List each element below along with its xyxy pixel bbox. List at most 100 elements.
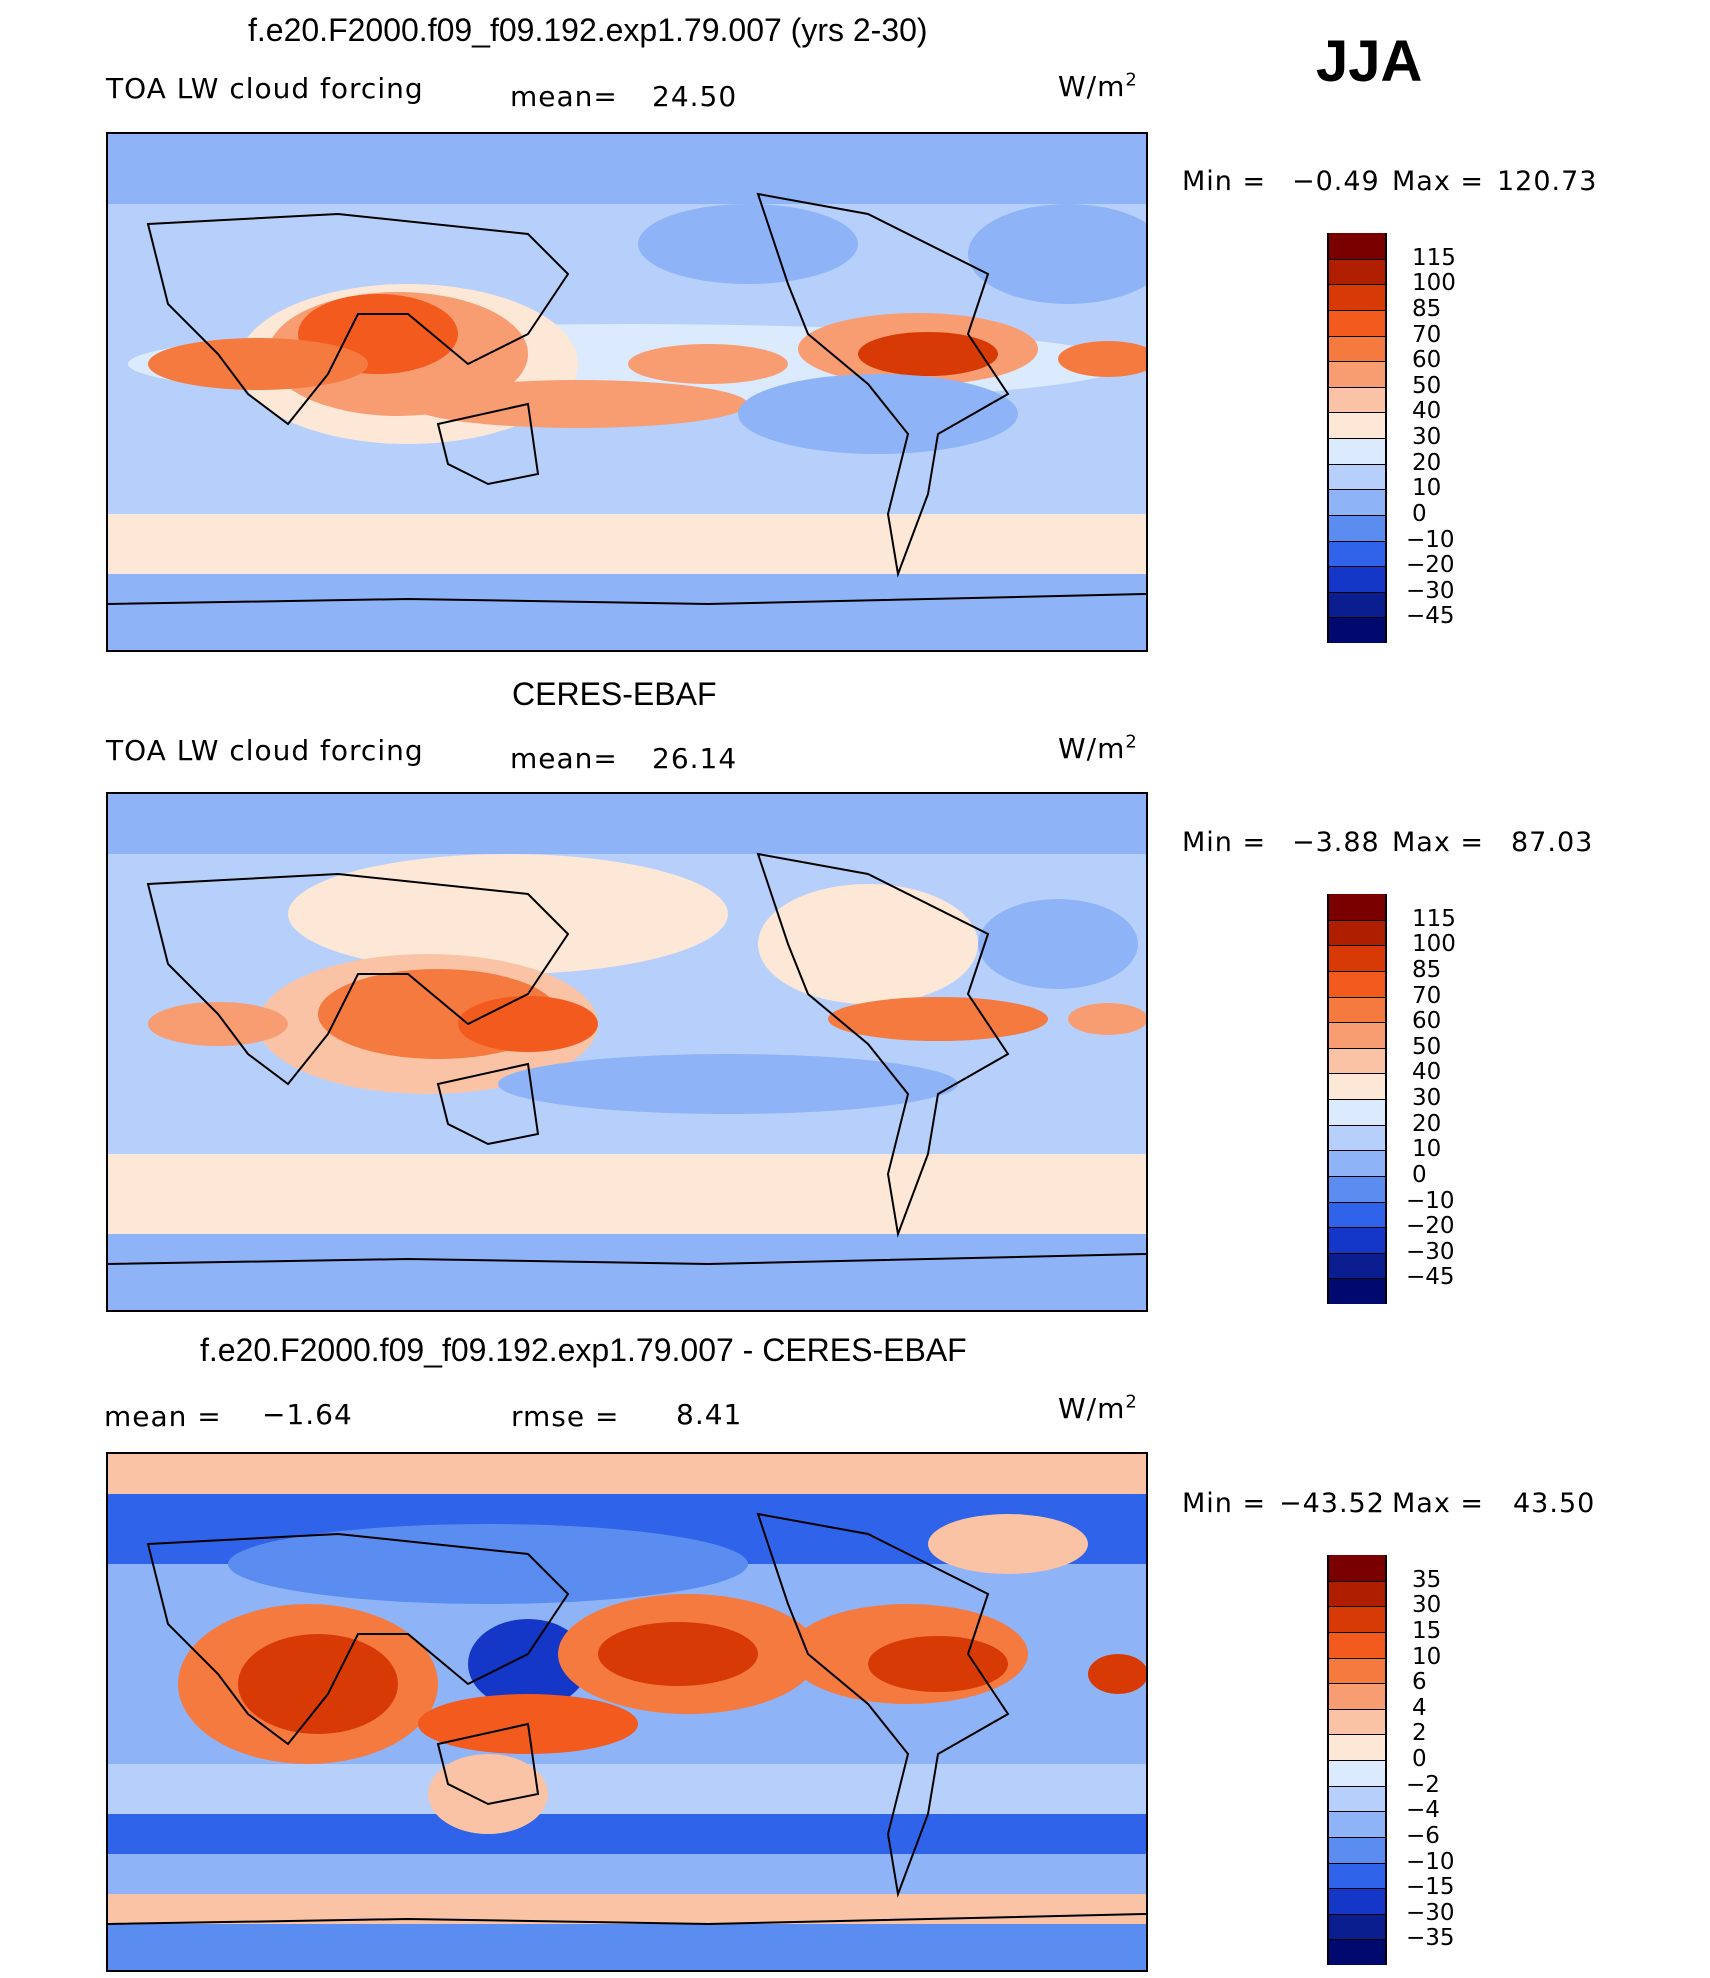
panel-2-map — [106, 792, 1148, 1312]
colorbar-tick-label: 85 — [1412, 295, 1442, 322]
colorbar-box — [1327, 361, 1387, 387]
colorbar-box — [1327, 1708, 1387, 1735]
colorbar-tick-label: 35 — [1412, 1566, 1442, 1593]
colorbar-box — [1327, 1888, 1387, 1914]
panel-1-max-label: Max = — [1392, 166, 1485, 197]
colorbar-tick-label: 85 — [1412, 956, 1442, 983]
colorbar-box — [1327, 1836, 1387, 1863]
panel-3-rmse-value: 8.41 — [676, 1398, 743, 1431]
colorbar-box — [1327, 1785, 1387, 1812]
colorbar-box — [1327, 233, 1387, 259]
panel-2-mean-label: mean= — [510, 742, 618, 775]
colorbar-box — [1327, 1760, 1387, 1786]
colorbar-box — [1327, 284, 1387, 310]
panel-1-max-value: 120.73 — [1497, 166, 1598, 197]
panel-3-min-label: Min = — [1182, 1488, 1267, 1519]
panel-1-title: f.e20.F2000.f09_f09.192.exp1.79.007 (yrs… — [248, 12, 928, 48]
panel-1-map-field — [108, 134, 1146, 650]
colorbar-box — [1327, 514, 1387, 541]
colorbar-tick-label: 30 — [1412, 424, 1442, 450]
colorbar-tick-label: −20 — [1406, 552, 1455, 579]
colorbar-box — [1327, 996, 1387, 1023]
colorbar-tick-label: −6 — [1406, 1822, 1440, 1849]
colorbar-tick-label: −35 — [1406, 1925, 1455, 1952]
colorbar-tick-label: 20 — [1412, 1110, 1442, 1137]
colorbar-box — [1327, 463, 1387, 490]
colorbar-tick-label: 30 — [1412, 1592, 1442, 1619]
panel-2-variable-label: TOA LW cloud forcing — [106, 734, 424, 767]
colorbar-tick-label: −20 — [1406, 1213, 1455, 1240]
colorbar-box — [1327, 1124, 1387, 1151]
colorbar-box — [1327, 489, 1387, 515]
panel-3-min-value: −43.52 — [1279, 1488, 1385, 1519]
season-label: JJA — [1316, 29, 1423, 94]
colorbar-tick-label: 70 — [1412, 982, 1442, 1009]
colorbar-tick-label: 20 — [1412, 449, 1442, 476]
colorbar-box — [1327, 1913, 1387, 1940]
panel-3-map-field — [108, 1454, 1146, 1970]
colorbar-tick-label: 50 — [1412, 1033, 1442, 1060]
panel-3-map — [106, 1452, 1148, 1972]
colorbar-tick-label: 6 — [1412, 1669, 1427, 1696]
panel-2-max-value: 87.03 — [1511, 827, 1594, 858]
colorbar-tick-label: −10 — [1406, 1187, 1455, 1214]
colorbar-tick-label: −45 — [1406, 603, 1455, 630]
panel-1-min-value: −0.49 — [1292, 166, 1380, 197]
panel-1-mean-value: 24.50 — [652, 80, 738, 113]
colorbar-box — [1327, 1683, 1387, 1709]
colorbar-box — [1327, 1811, 1387, 1837]
colorbar-tick-label: 0 — [1412, 1746, 1427, 1772]
colorbar-tick-label: −30 — [1406, 1238, 1455, 1265]
colorbar-box — [1327, 1047, 1387, 1074]
colorbar-box — [1327, 970, 1387, 997]
panel-1-min-label: Min = — [1182, 166, 1267, 197]
colorbar-tick-label: 10 — [1412, 475, 1442, 502]
colorbar-tick-label: −2 — [1406, 1771, 1440, 1798]
colorbar-box — [1327, 412, 1387, 438]
panel-2-mean-value: 26.14 — [652, 742, 738, 775]
colorbar-tick-label: 115 — [1412, 905, 1456, 932]
panel-2-min-value: −3.88 — [1292, 827, 1380, 858]
panel-3-mean-value: −1.64 — [262, 1398, 353, 1431]
panel-3-rmse-label: rmse = — [511, 1400, 620, 1433]
panel-3-max-value: 43.50 — [1513, 1488, 1596, 1519]
colorbar-box — [1327, 919, 1387, 946]
panel-1-units: W/m2 — [1058, 69, 1138, 103]
panel-2-colorbar — [1327, 894, 1387, 1304]
colorbar-tick-label: −15 — [1406, 1874, 1455, 1901]
panel-2-title: CERES-EBAF — [512, 676, 717, 712]
colorbar-tick-label: 0 — [1412, 1161, 1427, 1188]
colorbar-tick-label: 60 — [1412, 1008, 1442, 1035]
panel-3-mean-label: mean = — [104, 1400, 222, 1433]
colorbar-box — [1327, 1631, 1387, 1658]
colorbar-box — [1327, 617, 1387, 643]
colorbar-box — [1327, 894, 1387, 920]
colorbar-box — [1327, 309, 1387, 336]
colorbar-tick-label: 4 — [1412, 1694, 1427, 1721]
colorbar-box — [1327, 1862, 1387, 1889]
colorbar-tick-label: 60 — [1412, 347, 1442, 374]
panel-2-units: W/m2 — [1058, 731, 1138, 765]
colorbar-box — [1327, 1939, 1387, 1965]
colorbar-box — [1327, 945, 1387, 971]
colorbar-box — [1327, 1734, 1387, 1760]
colorbar-tick-label: 30 — [1412, 1085, 1442, 1111]
colorbar-box — [1327, 1657, 1387, 1684]
colorbar-tick-label: −10 — [1406, 1848, 1455, 1875]
colorbar-box — [1327, 438, 1387, 464]
colorbar-tick-label: −4 — [1406, 1797, 1440, 1824]
colorbar-box — [1327, 1150, 1387, 1176]
colorbar-box — [1327, 386, 1387, 413]
colorbar-tick-label: −10 — [1406, 526, 1455, 553]
colorbar-tick-label: 100 — [1412, 270, 1456, 297]
colorbar-tick-label: 70 — [1412, 321, 1442, 348]
colorbar-box — [1327, 1580, 1387, 1607]
colorbar-box — [1327, 1073, 1387, 1099]
colorbar-box — [1327, 1278, 1387, 1304]
panel-1-variable-label: TOA LW cloud forcing — [106, 72, 424, 105]
colorbar-box — [1327, 1022, 1387, 1048]
panel-2-max-label: Max = — [1392, 827, 1485, 858]
panel-1-colorbar — [1327, 233, 1387, 643]
colorbar-box — [1327, 1201, 1387, 1228]
colorbar-tick-label: −45 — [1406, 1264, 1455, 1291]
